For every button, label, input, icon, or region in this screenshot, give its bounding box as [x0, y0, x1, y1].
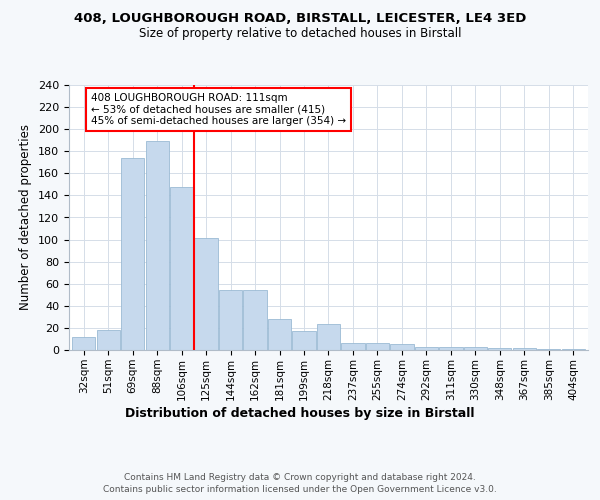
Bar — [219, 290, 242, 350]
Text: 408 LOUGHBOROUGH ROAD: 111sqm
← 53% of detached houses are smaller (415)
45% of : 408 LOUGHBOROUGH ROAD: 111sqm ← 53% of d… — [91, 92, 346, 126]
Bar — [97, 330, 120, 350]
Bar — [244, 290, 266, 350]
Text: Distribution of detached houses by size in Birstall: Distribution of detached houses by size … — [125, 408, 475, 420]
Bar — [121, 158, 144, 350]
Text: Contains HM Land Registry data © Crown copyright and database right 2024.: Contains HM Land Registry data © Crown c… — [124, 472, 476, 482]
Bar — [146, 142, 169, 350]
Bar — [488, 348, 511, 350]
Bar — [292, 331, 316, 350]
Bar — [513, 348, 536, 350]
Y-axis label: Number of detached properties: Number of detached properties — [19, 124, 32, 310]
Bar — [194, 238, 218, 350]
Bar — [464, 346, 487, 350]
Bar — [537, 349, 560, 350]
Text: Contains public sector information licensed under the Open Government Licence v3: Contains public sector information licen… — [103, 485, 497, 494]
Bar — [366, 344, 389, 350]
Bar — [72, 337, 95, 350]
Bar — [170, 186, 193, 350]
Bar — [268, 319, 291, 350]
Bar — [341, 344, 365, 350]
Bar — [562, 349, 585, 350]
Bar — [317, 324, 340, 350]
Text: 408, LOUGHBOROUGH ROAD, BIRSTALL, LEICESTER, LE4 3ED: 408, LOUGHBOROUGH ROAD, BIRSTALL, LEICES… — [74, 12, 526, 26]
Bar — [391, 344, 413, 350]
Bar — [415, 346, 438, 350]
Text: Size of property relative to detached houses in Birstall: Size of property relative to detached ho… — [139, 28, 461, 40]
Bar — [439, 346, 463, 350]
